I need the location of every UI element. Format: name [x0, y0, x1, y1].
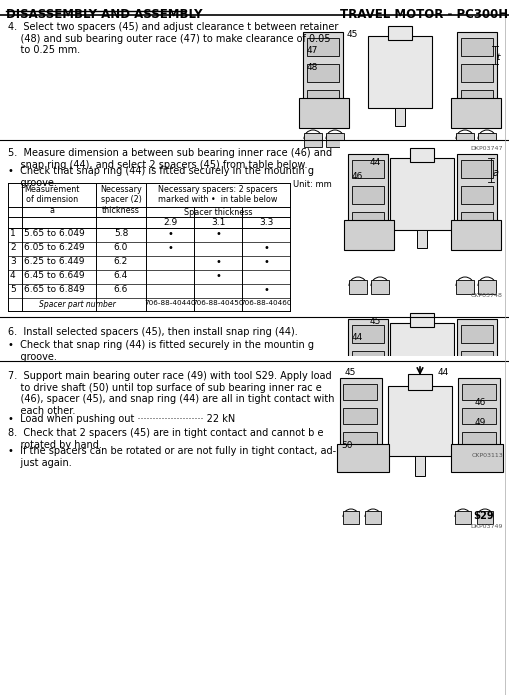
Bar	[302, 32, 343, 120]
Text: 1: 1	[10, 229, 16, 238]
Bar	[389, 323, 453, 395]
Text: 6.05 to 6.249: 6.05 to 6.249	[24, 243, 84, 252]
Bar	[351, 351, 383, 369]
Bar	[306, 38, 338, 56]
Bar	[461, 432, 495, 448]
Text: Spacer part number: Spacer part number	[39, 300, 115, 309]
Text: •: •	[215, 257, 220, 267]
Text: 706-88-40440: 706-88-40440	[144, 300, 195, 306]
Bar	[416, 230, 426, 248]
Bar	[294, 18, 504, 153]
Bar	[387, 386, 451, 456]
Text: 5.65 to 6.049: 5.65 to 6.049	[24, 229, 84, 238]
Bar	[460, 160, 492, 178]
Bar	[351, 212, 383, 230]
Bar	[340, 305, 504, 460]
Bar	[298, 98, 348, 128]
Text: •: •	[215, 229, 220, 239]
Text: Unit: mm: Unit: mm	[293, 180, 331, 189]
Text: 706-88-40460: 706-88-40460	[240, 300, 291, 306]
Bar	[344, 385, 393, 415]
Text: DKP03747: DKP03747	[470, 146, 502, 151]
Bar	[364, 511, 380, 524]
Text: 44: 44	[437, 368, 448, 377]
Text: 45: 45	[369, 317, 381, 326]
Bar	[407, 374, 431, 390]
Bar	[476, 511, 492, 524]
Text: 6.65 to 6.849: 6.65 to 6.849	[24, 285, 84, 294]
Bar	[409, 148, 433, 162]
Text: 44: 44	[351, 333, 362, 342]
Bar	[347, 154, 387, 242]
Bar	[414, 456, 424, 476]
Bar	[334, 356, 504, 531]
Text: S29: S29	[472, 511, 493, 521]
Bar	[387, 26, 411, 40]
Text: Necessary spacers: 2 spacers
marked with •  in table below: Necessary spacers: 2 spacers marked with…	[158, 185, 277, 204]
Bar	[450, 98, 500, 128]
Bar	[343, 511, 358, 524]
Text: Necessary
spacer (2)
thickness: Necessary spacer (2) thickness	[100, 185, 142, 215]
Text: 45: 45	[346, 30, 358, 39]
Bar	[477, 440, 495, 454]
Bar	[394, 108, 404, 126]
Bar	[455, 133, 473, 147]
Text: 6.  Install selected spacers (45), then install snap ring (44).: 6. Install selected spacers (45), then i…	[8, 327, 297, 337]
Text: 6.45 to 6.649: 6.45 to 6.649	[24, 271, 84, 280]
Text: 50: 50	[341, 441, 352, 450]
Text: 3.3: 3.3	[258, 218, 273, 227]
Text: •: •	[215, 271, 220, 281]
Text: 5.8: 5.8	[114, 229, 128, 238]
Text: TRAVEL MOTOR - PC300HD-6: TRAVEL MOTOR - PC300HD-6	[340, 8, 509, 21]
Bar	[456, 32, 496, 120]
Bar	[370, 280, 388, 294]
Bar	[461, 384, 495, 400]
Bar	[460, 186, 492, 204]
Bar	[460, 64, 492, 82]
Bar	[461, 408, 495, 424]
Text: •: •	[167, 243, 173, 253]
Bar	[460, 90, 492, 108]
Text: 49: 49	[474, 418, 486, 427]
Bar	[351, 377, 383, 395]
Bar	[460, 351, 492, 369]
Text: 48: 48	[306, 63, 318, 72]
Bar	[456, 319, 496, 407]
Text: 45: 45	[344, 368, 356, 377]
Bar	[455, 280, 473, 294]
Text: 5: 5	[10, 285, 16, 294]
Bar	[348, 280, 366, 294]
Text: 2: 2	[10, 243, 16, 252]
Text: 6.6: 6.6	[114, 285, 128, 294]
Text: •: •	[263, 257, 268, 267]
Text: t: t	[495, 53, 498, 62]
Text: Measurement
of dimension
a: Measurement of dimension a	[24, 185, 79, 215]
Text: CKP03113: CKP03113	[470, 453, 502, 458]
Text: 6.4: 6.4	[114, 271, 128, 280]
Text: 5.  Measure dimension a between sub bearing inner race (46) and
    snap ring (4: 5. Measure dimension a between sub beari…	[8, 148, 331, 170]
Text: •  If the spacers can be rotated or are not fully in tight contact, ad-
    just: • If the spacers can be rotated or are n…	[8, 446, 335, 468]
Text: 3.1: 3.1	[210, 218, 225, 227]
Bar	[477, 280, 495, 294]
Bar	[351, 186, 383, 204]
Text: 44: 44	[369, 158, 381, 167]
Text: 6.25 to 6.449: 6.25 to 6.449	[24, 257, 84, 266]
Text: •: •	[167, 229, 173, 239]
Text: 6.2: 6.2	[114, 257, 128, 266]
Bar	[343, 384, 376, 400]
Bar	[450, 385, 500, 415]
Text: •  Check that snap ring (44) is fitted securely in the mountin g
    groove.: • Check that snap ring (44) is fitted se…	[8, 166, 314, 188]
Text: 6.0: 6.0	[114, 243, 128, 252]
Bar	[325, 133, 344, 147]
Bar	[343, 408, 376, 424]
Text: DISASSEMBLY AND ASSEMBLY: DISASSEMBLY AND ASSEMBLY	[6, 8, 202, 21]
Text: a: a	[492, 168, 498, 178]
Bar	[460, 377, 492, 395]
Bar	[340, 140, 504, 300]
Bar	[351, 160, 383, 178]
Text: •  Check that snap ring (44) is fitted securely in the mountin g
    groove.: • Check that snap ring (44) is fitted se…	[8, 340, 314, 361]
Text: 706-88-40450: 706-88-40450	[192, 300, 243, 306]
Text: •: •	[263, 285, 268, 295]
Bar	[389, 158, 453, 230]
Bar	[454, 511, 470, 524]
